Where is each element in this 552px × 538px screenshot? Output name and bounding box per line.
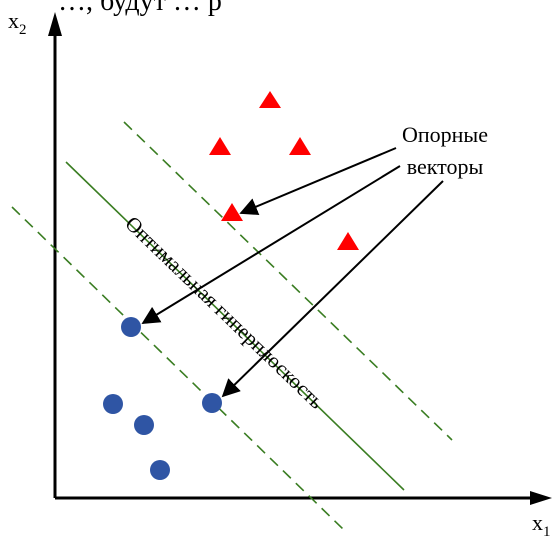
- triangle-point-5: [337, 232, 359, 250]
- circle-point-support-2: [202, 393, 222, 413]
- y-axis-label: x2: [8, 8, 27, 38]
- x-axis-label: x1: [532, 510, 551, 538]
- arrow-to-triangle: [239, 147, 397, 216]
- x-axis-label-sub: 1: [543, 524, 551, 538]
- top-cut-text: …, будут … р: [58, 0, 222, 17]
- arrow-to-left-circle: [141, 165, 401, 324]
- hyperplane-label: Оптимальная гиперплоскость: [121, 211, 329, 413]
- x-axis-label-x: x: [532, 510, 543, 535]
- support-vectors-label-line1: Опорные: [402, 122, 488, 147]
- margin-line-lower: [11, 206, 345, 531]
- hyperplane-line: [65, 161, 405, 491]
- y-axis-arrowhead: [48, 12, 62, 36]
- arrow-to-right-circle: [221, 180, 444, 398]
- triangle-point-3: [289, 137, 311, 155]
- triangle-point-support: [221, 203, 243, 221]
- y-axis-label-sub: 2: [19, 22, 27, 38]
- circle-point-support-1: [121, 317, 141, 337]
- triangle-point-2: [209, 137, 231, 155]
- x-axis-arrowhead: [530, 491, 552, 505]
- circle-point-2: [103, 394, 123, 414]
- circle-point-4: [150, 460, 170, 480]
- margin-line-upper: [123, 121, 453, 441]
- support-vectors-label-line2: векторы: [407, 154, 484, 179]
- triangle-point-1: [259, 91, 281, 108]
- circle-point-3: [134, 415, 154, 435]
- y-axis-label-x: x: [8, 8, 19, 33]
